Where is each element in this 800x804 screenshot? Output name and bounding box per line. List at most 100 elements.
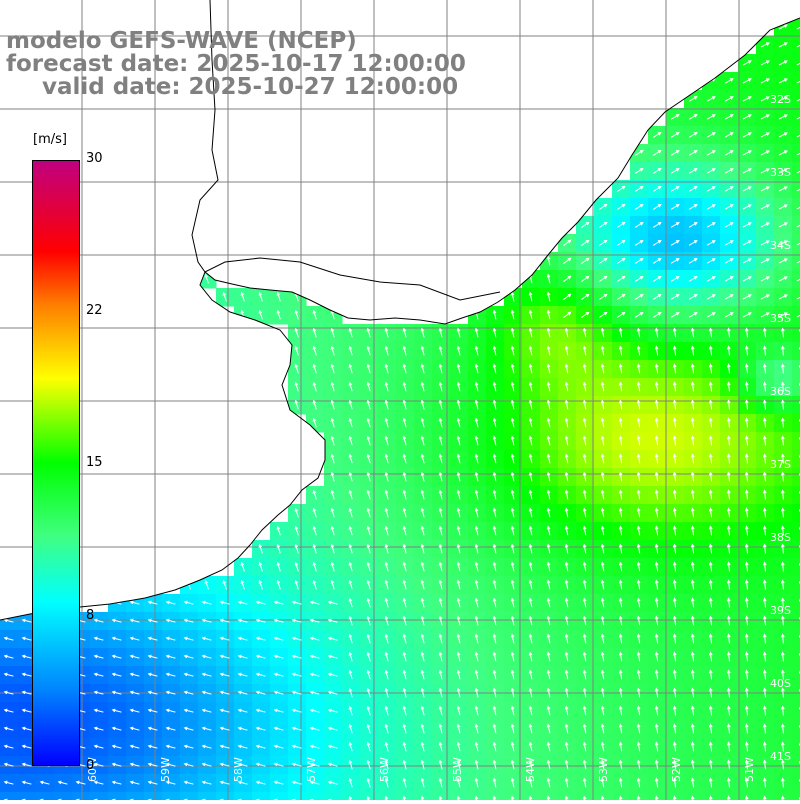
wind-arrow — [617, 203, 626, 210]
wind-arrow — [93, 708, 104, 713]
wind-arrow — [201, 690, 212, 695]
wind-arrow — [688, 168, 698, 174]
wind-arrow — [294, 363, 299, 374]
wind-arrow — [726, 597, 731, 608]
wind-arrow — [744, 489, 749, 500]
wind-arrow — [456, 435, 461, 446]
wind-arrow — [240, 309, 245, 320]
wind-arrow — [528, 543, 533, 554]
wind-arrow — [438, 561, 443, 572]
wind-arrow — [384, 669, 389, 680]
wind-arrow — [636, 633, 641, 644]
wind-arrow — [528, 633, 533, 644]
wind-arrow — [327, 654, 338, 659]
wind-arrow — [690, 399, 695, 410]
wind-arrow — [147, 744, 158, 749]
wind-arrow — [237, 600, 248, 605]
wind-arrow — [510, 615, 515, 626]
wind-arrow — [111, 726, 122, 731]
wind-speed-cell — [792, 486, 800, 505]
wind-arrow — [93, 744, 104, 749]
wind-arrow — [384, 435, 389, 446]
wind-arrow — [564, 399, 569, 410]
wind-arrow — [330, 453, 335, 464]
wind-arrow — [762, 597, 767, 608]
wind-speed-cell — [36, 792, 55, 804]
latitude-label: 32S — [770, 93, 791, 106]
wind-arrow — [706, 204, 716, 210]
wind-arrow — [201, 636, 212, 641]
valid-date: valid date: 2025-10-27 12:00:00 — [42, 74, 459, 100]
wind-arrow — [708, 471, 713, 482]
wind-arrow — [402, 471, 407, 482]
wind-arrow — [636, 525, 641, 536]
wind-arrow — [165, 744, 176, 749]
wind-arrow — [528, 327, 533, 338]
wind-arrow — [724, 186, 734, 192]
wind-arrow — [402, 507, 407, 518]
wind-arrow — [778, 24, 788, 30]
wind-arrow — [474, 723, 479, 734]
wind-arrow — [582, 399, 587, 410]
wind-arrow — [780, 687, 785, 698]
wind-arrow — [652, 186, 662, 192]
wind-arrow — [294, 579, 299, 590]
wind-arrow — [204, 579, 209, 590]
wind-arrow — [634, 204, 644, 210]
wind-arrow — [3, 618, 14, 623]
wind-arrow — [796, 134, 800, 138]
wind-arrow — [744, 561, 749, 572]
wind-arrow — [492, 669, 497, 680]
wind-arrow — [510, 759, 515, 770]
wind-arrow — [219, 654, 230, 659]
wind-arrow — [402, 687, 407, 698]
wind-arrow — [636, 579, 641, 590]
wind-arrow — [744, 597, 749, 608]
wind-arrow — [348, 435, 353, 446]
wind-arrow — [672, 525, 677, 536]
wind-arrow — [528, 309, 533, 320]
wind-arrow — [546, 453, 551, 464]
wind-arrow — [528, 363, 533, 374]
wind-arrow — [690, 705, 695, 716]
wind-arrow — [546, 597, 551, 608]
wind-arrow — [618, 399, 623, 410]
wind-arrow — [688, 294, 698, 300]
wind-arrow — [528, 417, 533, 428]
wind-arrow — [294, 345, 299, 356]
wind-arrow — [600, 525, 605, 536]
wind-arrow — [546, 579, 551, 590]
wind-arrow — [654, 525, 659, 536]
wind-speed-cell — [540, 792, 559, 804]
wind-arrow — [201, 618, 212, 623]
wind-arrow — [366, 687, 371, 698]
wind-arrow — [165, 726, 176, 731]
wind-arrow — [21, 654, 32, 659]
wind-arrow — [690, 615, 695, 626]
wind-arrow — [618, 489, 623, 500]
wind-speed-cell — [792, 702, 800, 721]
wind-arrow — [654, 363, 659, 374]
wind-arrow — [564, 345, 569, 356]
wind-arrow — [652, 204, 662, 210]
wind-arrow — [600, 633, 605, 644]
wind-arrow — [762, 651, 767, 662]
wind-arrow — [670, 240, 680, 246]
wind-arrow — [528, 399, 533, 410]
wind-arrow — [327, 708, 338, 713]
wind-arrow — [672, 345, 677, 356]
wind-arrow — [474, 525, 479, 536]
wind-speed-cell — [792, 648, 800, 667]
wind-arrow — [510, 705, 515, 716]
wind-arrow — [21, 708, 32, 713]
wind-arrow — [600, 435, 605, 446]
wind-arrow — [366, 399, 371, 410]
wind-arrow — [600, 615, 605, 626]
wind-arrow — [564, 453, 569, 464]
wind-arrow — [688, 276, 698, 282]
wind-arrow — [564, 363, 569, 374]
wind-arrow — [348, 669, 353, 680]
wind-speed-cell — [792, 144, 800, 163]
wind-arrow — [618, 669, 623, 680]
wind-arrow — [237, 726, 248, 731]
